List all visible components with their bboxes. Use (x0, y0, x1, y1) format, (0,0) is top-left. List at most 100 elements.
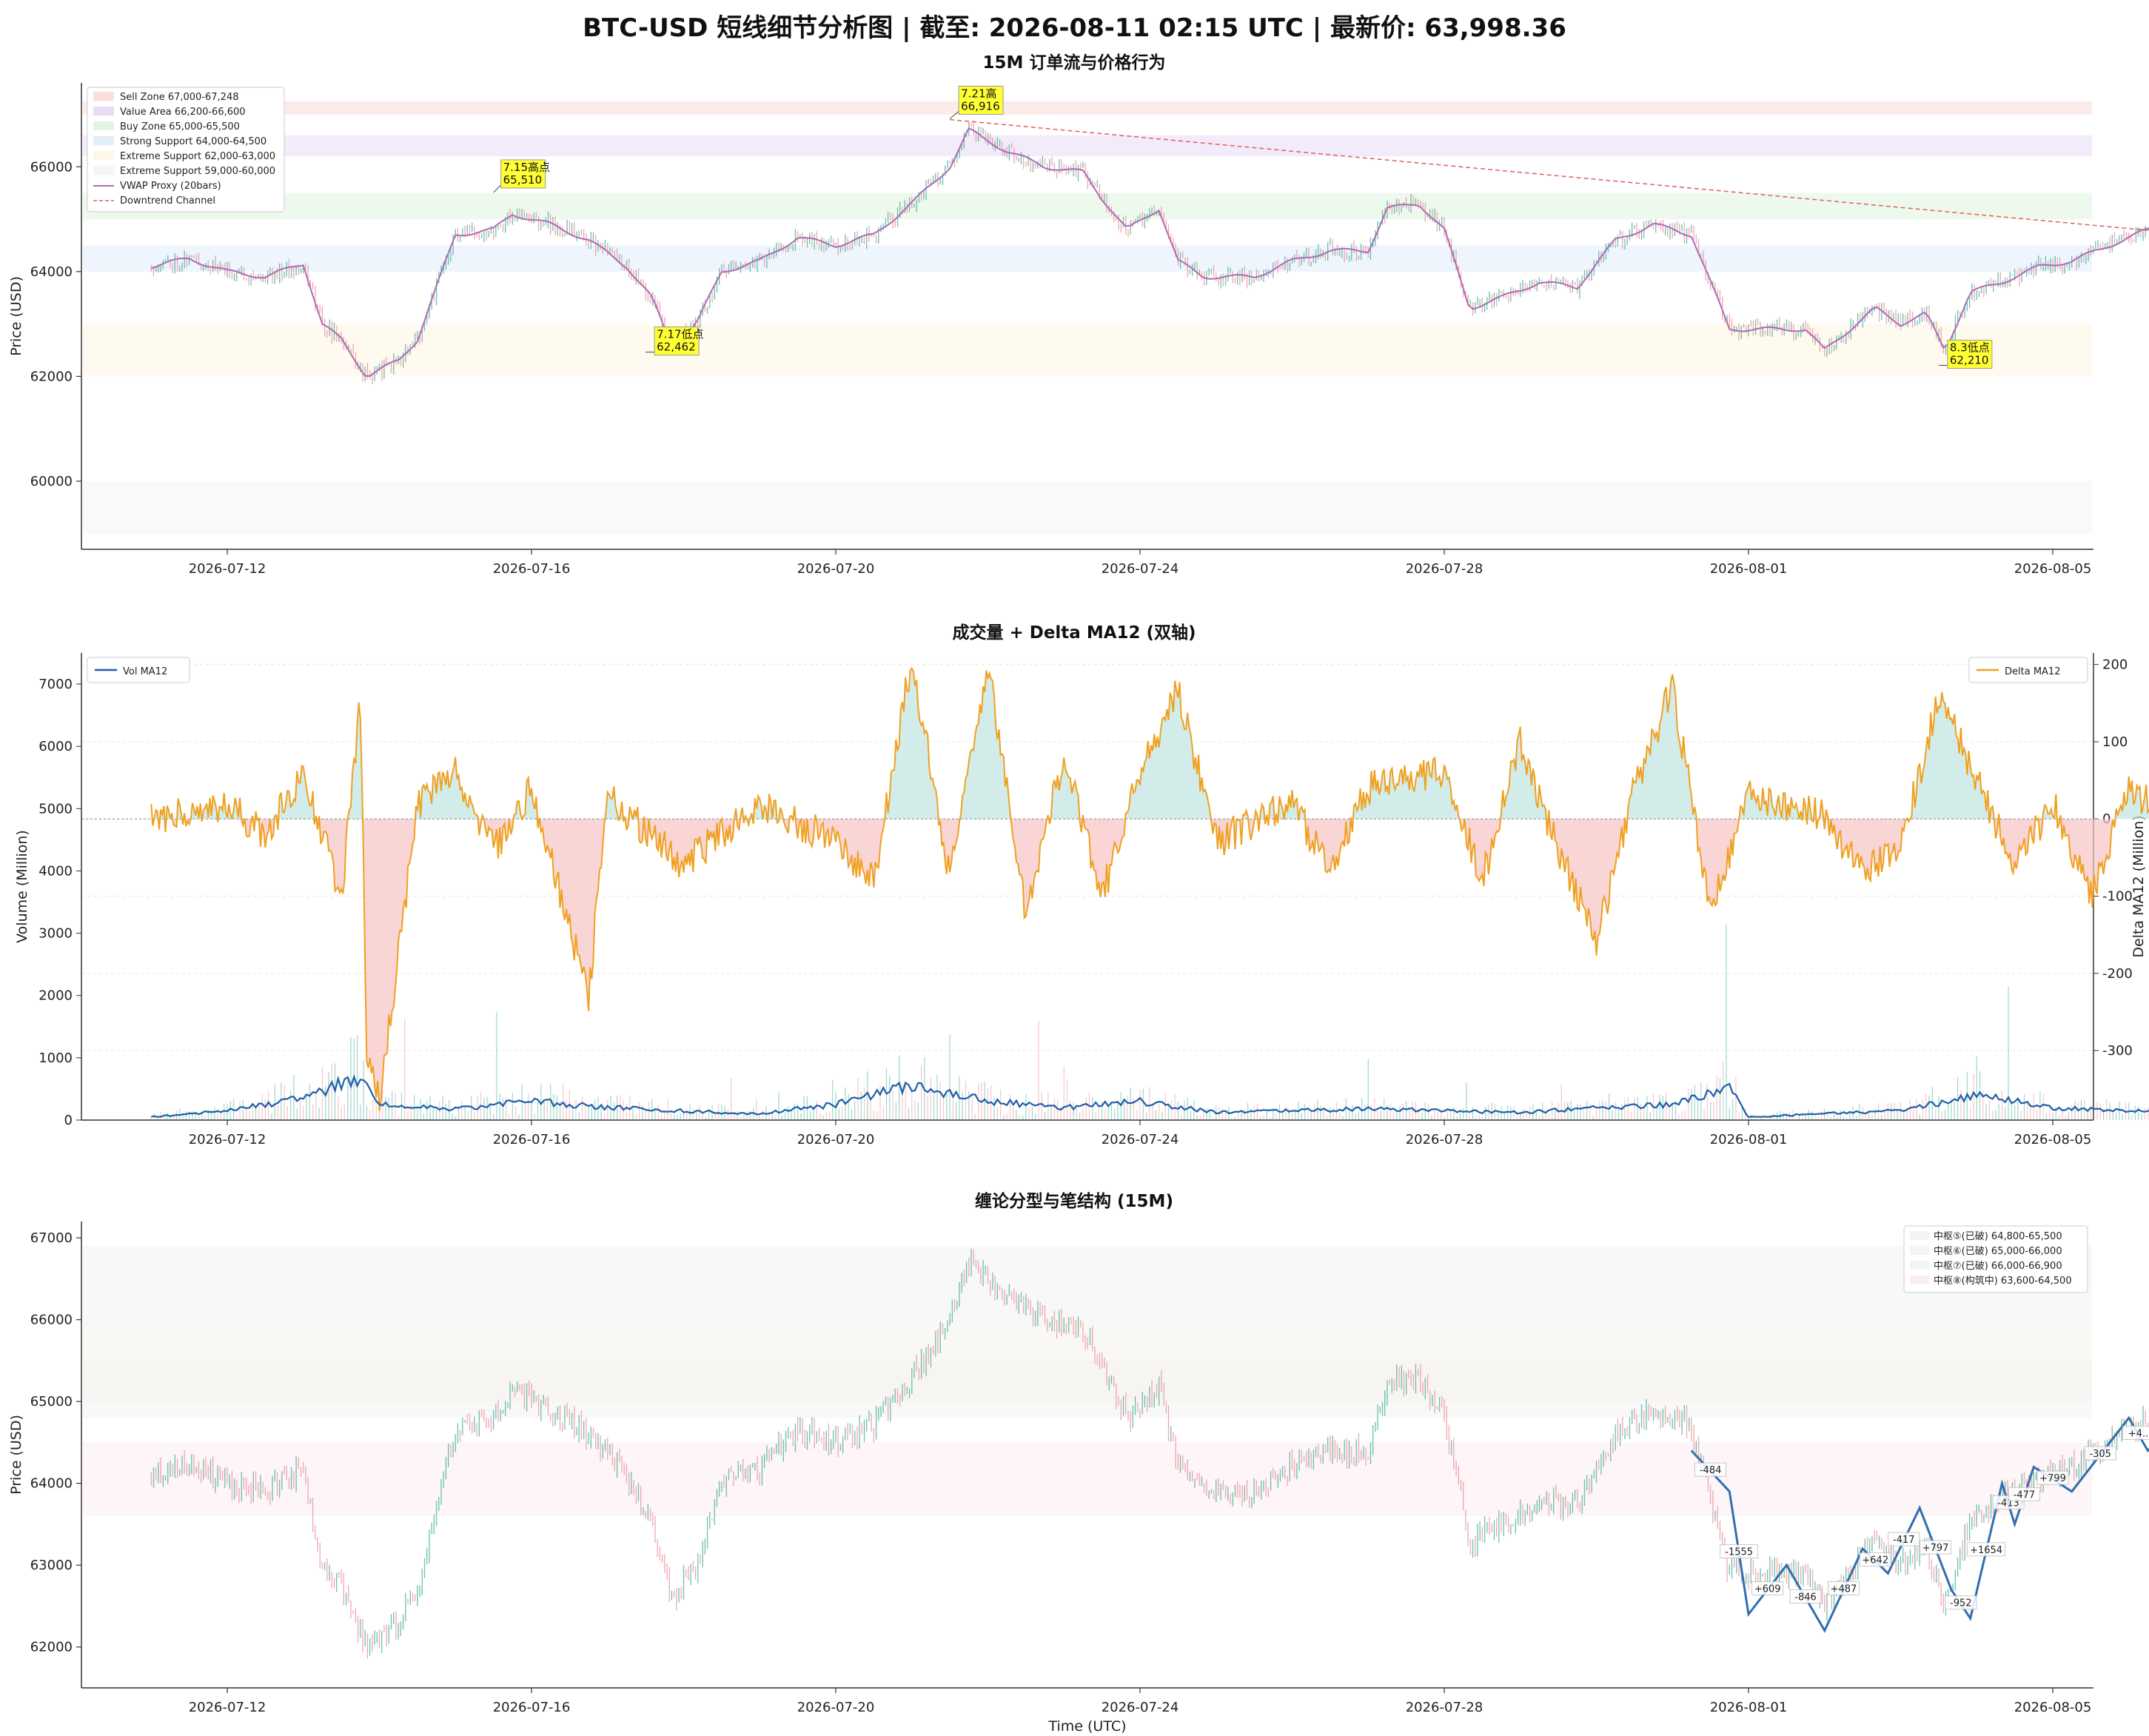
legend-entry: VWAP Proxy (20bars) (120, 181, 221, 192)
annotation-label: 8.3低点 (1950, 341, 1990, 355)
volume-bars (150, 924, 2149, 1120)
bi-label-box (1967, 1542, 2005, 1557)
panel1-x-tick-label: 2026-07-20 (797, 561, 875, 577)
page-title: BTC-USD 短线细节分析图 | 截至: 2026-08-11 02:15 U… (583, 13, 1566, 43)
legend-swatch (1910, 1261, 1929, 1270)
panel3-x-tick-label: 2026-08-01 (1710, 1700, 1788, 1715)
panel1-x-tick-label: 2026-07-12 (189, 561, 266, 577)
panel2-right-legend (1968, 657, 2088, 683)
zhongshu-band (83, 1319, 2092, 1402)
annotation-label: 7.17低点 (657, 328, 703, 341)
panel3-y-tick-label: 62000 (30, 1640, 73, 1655)
panel2-y-tick-label: 2000 (38, 988, 73, 1004)
panel2-x-tick-label: 2026-08-05 (2014, 1132, 2092, 1147)
bi-label: +799 (2039, 1473, 2066, 1484)
legend-swatch (93, 107, 114, 115)
bi-label-box (1694, 1462, 1727, 1477)
annotation-box (958, 85, 1004, 115)
bi-label: +609 (1754, 1583, 1781, 1595)
panel1-x-tick-label: 2026-08-01 (1710, 561, 1788, 577)
annotation-arrow (493, 184, 501, 193)
bi-label: +1654 (1970, 1545, 2002, 1556)
panel3-x-tick-label: 2026-08-05 (2014, 1700, 2092, 1715)
bi-label: +797 (1922, 1543, 1949, 1554)
panel2-y2-tick-label: 100 (2102, 734, 2128, 750)
annotation-label: 7.15高点 (503, 161, 550, 174)
panel2-x-tick-label: 2026-07-24 (1102, 1132, 1179, 1147)
panel2-x-tick-label: 2026-07-16 (493, 1132, 571, 1147)
legend-entry: Value Area 66,200-66,600 (120, 107, 246, 118)
zone-band (83, 101, 2092, 115)
panel2-y-tick-label: 6000 (38, 739, 73, 754)
panel2-x-tick-label: 2026-08-01 (1710, 1132, 1788, 1147)
bi-label-box (2122, 1425, 2149, 1440)
panel1-y-tick-label: 60000 (30, 474, 73, 489)
panel2-y-tick-label: 4000 (38, 863, 73, 879)
bi-label: -305 (2089, 1449, 2111, 1460)
panel1-legend (87, 87, 285, 212)
annotation-box (1947, 340, 1993, 369)
annotation-label: 7.21高 (961, 87, 996, 100)
panel2-x-tick-label: 2026-07-28 (1406, 1132, 1483, 1147)
bi-label-box (2084, 1446, 2116, 1461)
legend-swatch (93, 92, 114, 101)
panel2-left-legend (87, 657, 190, 683)
annotation-box (654, 326, 700, 356)
panel1-title: 15M 订单流与价格行为 (983, 53, 1166, 73)
zone-band (83, 135, 2092, 157)
legend-swatch (93, 166, 114, 175)
annotation-value: 62,210 (1950, 354, 1989, 367)
panel2-x-tick-label: 2026-07-20 (797, 1132, 875, 1147)
legend-entry: Vol MA12 (123, 666, 167, 677)
panel3-y-tick-label: 64000 (30, 1476, 73, 1492)
panel3-x-tick-label: 2026-07-28 (1406, 1700, 1483, 1715)
delta-positive-fill (151, 668, 2149, 820)
bi-label: -1555 (1725, 1547, 1753, 1558)
bi-stroke-line (1690, 1415, 2149, 1633)
panel2-y2-axis-label: Delta MA12 (Million) (2130, 815, 2147, 957)
panel3-y-tick-label: 67000 (30, 1230, 73, 1246)
panel2-y-tick-label: 3000 (38, 926, 73, 942)
legend-entry: Downtrend Channel (120, 195, 215, 207)
legend-entry: Sell Zone 67,000-67,248 (120, 92, 239, 103)
bi-label-box (1945, 1595, 1977, 1610)
bi-label-box (1828, 1581, 1860, 1595)
delta-negative-fill (151, 819, 2149, 1111)
panel3-y-tick-label: 66000 (30, 1313, 73, 1328)
panel2-y2-tick-label: -100 (2102, 889, 2133, 905)
zhongshu-band (83, 1246, 2092, 1320)
vol-ma12-line (151, 1074, 2149, 1119)
bi-label: -846 (1794, 1592, 1817, 1603)
panel1-x-tick-label: 2026-07-24 (1102, 561, 1179, 577)
panel3-y-axis-label: Price (USD) (8, 1415, 24, 1495)
panel2-y2-tick-label: -300 (2102, 1043, 2133, 1059)
annotation-value: 66,916 (961, 99, 1000, 113)
panel2-y2-tick-label: -200 (2102, 966, 2133, 982)
downtrend-channel-line (950, 118, 2149, 232)
panel2-y-tick-label: 5000 (38, 801, 73, 817)
legend-entry: Buy Zone 65,000-65,500 (120, 121, 240, 133)
panel2-y-axis-label: Volume (Million) (14, 830, 30, 943)
panel1-y-axis-label: Price (USD) (8, 276, 24, 356)
panel3-x-tick-label: 2026-07-16 (493, 1700, 571, 1715)
panel3-x-tick-label: 2026-07-24 (1102, 1700, 1179, 1715)
panel3-x-tick-label: 2026-07-12 (189, 1700, 266, 1715)
bi-label: +487 (1831, 1583, 1857, 1595)
panel2-y-tick-label: 1000 (38, 1050, 73, 1066)
annotation-arrow (949, 111, 959, 119)
legend-swatch (1910, 1276, 1929, 1284)
bi-label: -952 (1950, 1598, 1972, 1609)
legend-swatch (1910, 1246, 1929, 1255)
panel3-y-tick-label: 63000 (30, 1558, 73, 1573)
legend-swatch (93, 121, 114, 130)
legend-swatch (1910, 1231, 1929, 1240)
panel1-y-tick-label: 64000 (30, 264, 73, 280)
panel1-x-tick-label: 2026-08-05 (2014, 561, 2092, 577)
panel2-y-tick-label: 0 (64, 1113, 73, 1128)
zone-band (83, 480, 2092, 534)
panel2-x-tick-label: 2026-07-12 (189, 1132, 266, 1147)
panel1-y-tick-label: 66000 (30, 159, 73, 175)
legend-entry: Strong Support 64,000-64,500 (120, 136, 266, 147)
legend-entry: 中枢⑧(构筑中) 63,600-64,500 (1934, 1275, 2072, 1287)
